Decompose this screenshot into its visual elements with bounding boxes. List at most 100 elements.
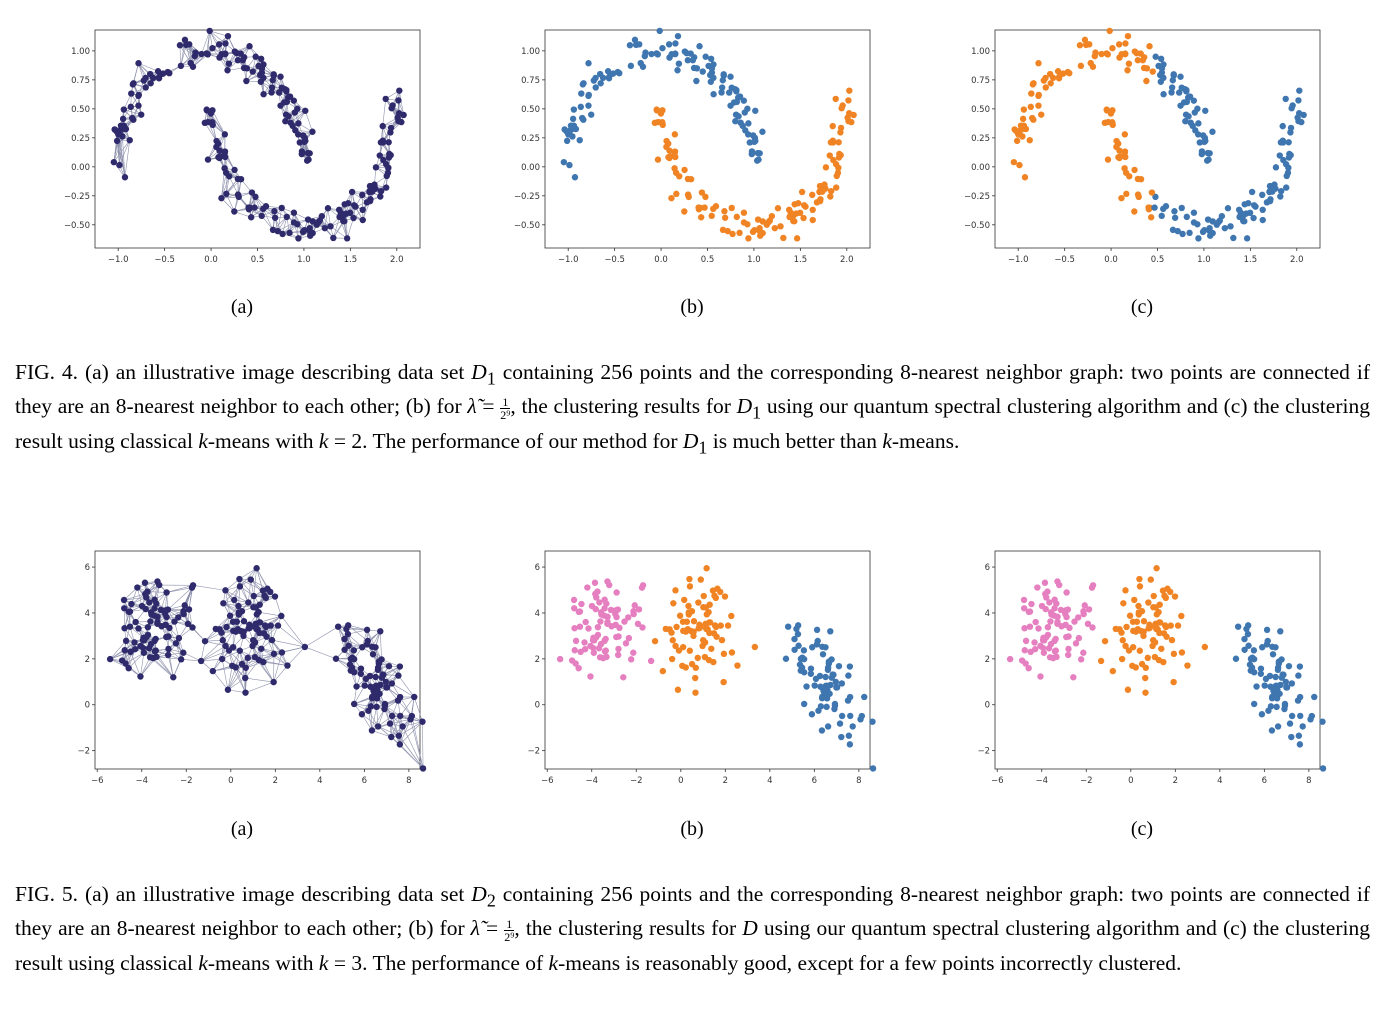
data-point [125, 664, 132, 672]
data-point [1144, 654, 1151, 662]
data-point [260, 630, 268, 637]
graph-edge [402, 721, 423, 727]
data-point [1184, 662, 1191, 669]
data-point [869, 765, 877, 772]
data-point [386, 720, 394, 727]
data-point [691, 54, 698, 61]
x-tick-label: 0.0 [1104, 255, 1118, 265]
data-point [1037, 673, 1044, 680]
data-point [146, 599, 153, 606]
data-point [236, 575, 243, 583]
data-point [740, 209, 748, 216]
data-point [163, 589, 170, 596]
data-point [682, 664, 689, 671]
data-point [685, 611, 693, 618]
data-point [1152, 604, 1160, 611]
data-point [171, 618, 178, 625]
graph-edge [201, 30, 210, 55]
data-point [1047, 80, 1054, 87]
data-point [752, 107, 759, 114]
data-point [361, 682, 368, 689]
graph-edge [391, 715, 401, 745]
data-point [791, 635, 798, 643]
data-point [215, 140, 222, 147]
data-point [601, 605, 608, 612]
x-tick-label: 4 [317, 776, 322, 786]
data-point [1124, 32, 1132, 40]
data-point [1169, 226, 1177, 234]
data-point [1134, 175, 1142, 183]
graph-edge [346, 628, 368, 631]
x-tick-label: 0.5 [251, 255, 265, 265]
data-point [1105, 118, 1112, 126]
data-point [278, 649, 286, 656]
data-point [275, 89, 283, 96]
graph-edge [263, 652, 283, 663]
data-point [800, 647, 808, 654]
y-tick-label: 1.00 [971, 47, 990, 57]
data-point [816, 197, 824, 205]
data-point [1120, 600, 1127, 607]
data-point [1246, 209, 1254, 217]
data-point [201, 637, 209, 645]
y-tick-label: 1.00 [71, 47, 90, 57]
data-point [252, 193, 259, 201]
data-point [260, 91, 267, 98]
data-point [291, 109, 298, 116]
data-point [139, 644, 147, 652]
data-point [1150, 592, 1157, 600]
data-point [368, 727, 376, 734]
data-point [234, 175, 242, 183]
data-point [284, 94, 292, 101]
data-point [581, 639, 588, 646]
data-point [1115, 154, 1122, 161]
data-point [1296, 87, 1303, 94]
data-point [235, 611, 243, 618]
data-point [690, 64, 698, 72]
x-tick-label: −2 [630, 776, 643, 786]
data-point [1115, 41, 1123, 48]
y-tick-label: 2 [85, 655, 90, 665]
data-point [327, 223, 334, 230]
data-point [215, 154, 222, 161]
graph-edge [391, 736, 424, 769]
y-tick-label: 0.00 [71, 163, 90, 173]
graph-edge [209, 30, 226, 44]
data-point [1274, 723, 1282, 730]
data-point [203, 50, 210, 57]
data-point [584, 584, 591, 591]
data-point [836, 150, 843, 158]
data-point [301, 138, 308, 146]
data-point [1198, 150, 1206, 158]
data-point [268, 636, 276, 644]
data-point [151, 605, 158, 612]
y-tick-label: 0 [985, 701, 990, 711]
data-point [386, 150, 393, 158]
data-point [395, 732, 403, 739]
data-point [1052, 647, 1059, 654]
data-point [1308, 712, 1316, 720]
data-point [838, 733, 845, 741]
data-point [834, 169, 842, 177]
y-tick-label: −0.50 [64, 221, 90, 231]
data-point [1089, 624, 1096, 631]
data-point [222, 169, 230, 176]
data-point [397, 712, 404, 720]
data-point [699, 636, 707, 644]
data-point [561, 126, 568, 133]
data-point [1205, 156, 1212, 163]
data-point [594, 623, 602, 631]
data-point [679, 643, 687, 651]
data-point [692, 664, 699, 671]
data-point [377, 187, 385, 195]
graph-edge [262, 208, 274, 230]
data-point [1071, 618, 1078, 625]
data-point [835, 662, 843, 670]
data-point [334, 623, 342, 630]
data-point [1054, 68, 1062, 75]
data-point [674, 686, 682, 693]
data-point [215, 41, 223, 48]
data-point [1039, 636, 1047, 644]
data-point [798, 664, 806, 671]
data-point [225, 60, 233, 67]
